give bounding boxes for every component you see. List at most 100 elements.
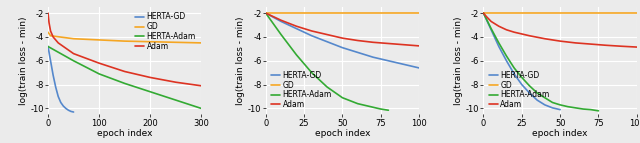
Adam <box>339 37 346 39</box>
HERTA-Adam <box>541 97 548 99</box>
Adam <box>369 41 377 43</box>
HERTA-GD <box>262 12 269 14</box>
HERTA-Adam <box>369 106 377 108</box>
HERTA-Adam <box>354 103 362 105</box>
HERTA-GD <box>52 86 60 88</box>
Adam <box>354 40 362 41</box>
X-axis label: epoch index: epoch index <box>315 129 370 138</box>
HERTA-GD <box>502 60 510 62</box>
HERTA-GD <box>62 108 70 109</box>
HERTA-GD <box>323 41 331 43</box>
Adam <box>308 30 316 32</box>
HERTA-Adam <box>198 108 205 109</box>
HERTA-GD <box>548 107 556 109</box>
HERTA-GD <box>60 105 67 107</box>
GD <box>262 12 269 14</box>
Adam <box>541 38 548 40</box>
Adam <box>483 16 490 18</box>
HERTA-Adam <box>121 83 129 84</box>
GD <box>269 12 277 14</box>
GD <box>44 31 52 33</box>
HERTA-GD <box>479 12 487 14</box>
GD <box>479 12 487 14</box>
HERTA-Adam <box>572 107 579 109</box>
HERTA-Adam <box>495 42 502 44</box>
HERTA-GD <box>510 73 518 75</box>
Adam <box>525 35 533 37</box>
HERTA-GD <box>415 67 423 69</box>
Adam <box>479 12 487 14</box>
Adam <box>49 36 57 38</box>
Line: Adam: Adam <box>48 13 202 86</box>
HERTA-GD <box>518 84 525 86</box>
HERTA-GD <box>308 35 316 37</box>
Adam <box>495 25 502 27</box>
Line: Adam: Adam <box>266 13 419 46</box>
HERTA-Adam <box>579 108 587 110</box>
HERTA-GD <box>354 52 362 53</box>
Adam <box>277 19 285 21</box>
HERTA-GD <box>70 111 77 113</box>
Adam <box>121 71 129 72</box>
HERTA-GD <box>47 60 54 62</box>
GD <box>277 12 285 14</box>
HERTA-GD <box>556 109 564 111</box>
HERTA-Adam <box>147 91 154 93</box>
HERTA-Adam <box>556 104 564 106</box>
Adam <box>385 43 392 44</box>
Adam <box>618 45 625 47</box>
Adam <box>587 43 595 45</box>
Adam <box>502 29 510 31</box>
GD <box>95 39 103 41</box>
Adam <box>510 31 518 33</box>
GD <box>633 12 640 14</box>
HERTA-GD <box>525 92 533 94</box>
Line: GD: GD <box>48 32 202 43</box>
HERTA-Adam <box>525 85 533 87</box>
Adam <box>54 42 62 44</box>
HERTA-Adam <box>95 73 103 75</box>
Adam <box>415 45 423 47</box>
HERTA-Adam <box>587 109 595 111</box>
HERTA-GD <box>44 46 52 47</box>
Adam <box>147 77 154 78</box>
Adam <box>44 12 52 14</box>
HERTA-Adam <box>502 55 510 57</box>
HERTA-Adam <box>533 92 541 94</box>
Adam <box>400 44 408 46</box>
Line: HERTA-Adam: HERTA-Adam <box>48 46 202 108</box>
HERTA-Adam <box>595 110 602 112</box>
HERTA-Adam <box>377 108 385 110</box>
Legend: HERTA-GD, GD, HERTA-Adam, Adam: HERTA-GD, GD, HERTA-Adam, Adam <box>134 11 198 52</box>
HERTA-Adam <box>172 99 180 101</box>
Adam <box>602 44 610 46</box>
HERTA-GD <box>400 63 408 65</box>
HERTA-Adam <box>510 67 518 69</box>
Adam <box>70 53 77 54</box>
Y-axis label: log(train loss - min): log(train loss - min) <box>19 17 28 105</box>
HERTA-Adam <box>479 12 487 14</box>
Adam <box>262 12 269 14</box>
HERTA-Adam <box>277 34 285 35</box>
HERTA-GD <box>541 104 548 106</box>
GD <box>172 41 180 43</box>
Adam <box>633 46 640 48</box>
GD <box>198 42 205 44</box>
Line: HERTA-GD: HERTA-GD <box>48 46 74 112</box>
Adam <box>172 81 180 83</box>
HERTA-Adam <box>292 54 300 56</box>
HERTA-Adam <box>487 28 495 29</box>
Legend: HERTA-GD, GD, HERTA-Adam, Adam: HERTA-GD, GD, HERTA-Adam, Adam <box>487 69 551 111</box>
Line: HERTA-GD: HERTA-GD <box>483 13 560 110</box>
HERTA-Adam <box>548 102 556 103</box>
HERTA-GD <box>277 21 285 22</box>
Y-axis label: log(train loss - min): log(train loss - min) <box>236 17 245 105</box>
Line: Adam: Adam <box>483 13 637 47</box>
HERTA-GD <box>339 47 346 48</box>
Adam <box>292 25 300 27</box>
HERTA-GD <box>49 74 57 76</box>
GD <box>495 12 502 14</box>
Line: HERTA-Adam: HERTA-Adam <box>266 13 388 110</box>
HERTA-GD <box>487 29 495 31</box>
Adam <box>47 30 54 32</box>
